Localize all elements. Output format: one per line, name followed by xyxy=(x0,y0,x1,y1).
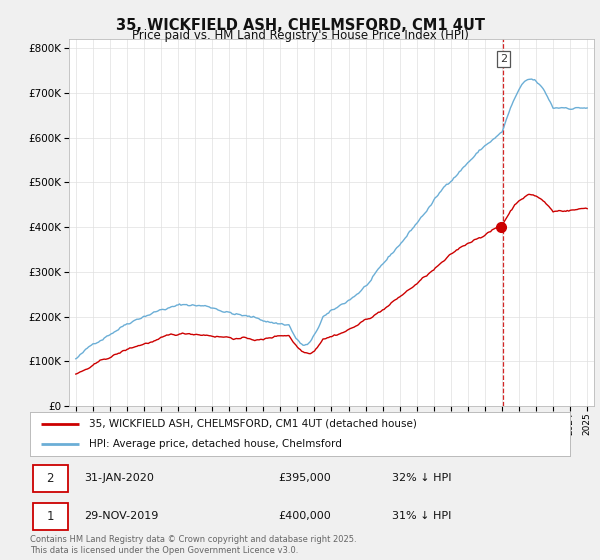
FancyBboxPatch shape xyxy=(33,465,68,492)
Text: 35, WICKFIELD ASH, CHELMSFORD, CM1 4UT (detached house): 35, WICKFIELD ASH, CHELMSFORD, CM1 4UT (… xyxy=(89,419,417,429)
Text: 29-NOV-2019: 29-NOV-2019 xyxy=(84,511,158,521)
Text: Price paid vs. HM Land Registry's House Price Index (HPI): Price paid vs. HM Land Registry's House … xyxy=(131,29,469,42)
FancyBboxPatch shape xyxy=(33,503,68,530)
Text: 31-JAN-2020: 31-JAN-2020 xyxy=(84,473,154,483)
Text: 2: 2 xyxy=(500,54,507,64)
Text: 31% ↓ HPI: 31% ↓ HPI xyxy=(392,511,451,521)
Text: 35, WICKFIELD ASH, CHELMSFORD, CM1 4UT: 35, WICKFIELD ASH, CHELMSFORD, CM1 4UT xyxy=(115,18,485,33)
Text: £400,000: £400,000 xyxy=(278,511,331,521)
Text: 2: 2 xyxy=(46,472,54,485)
Text: HPI: Average price, detached house, Chelmsford: HPI: Average price, detached house, Chel… xyxy=(89,439,342,449)
Text: £395,000: £395,000 xyxy=(278,473,331,483)
Text: 1: 1 xyxy=(46,510,54,523)
Text: 32% ↓ HPI: 32% ↓ HPI xyxy=(392,473,451,483)
Text: Contains HM Land Registry data © Crown copyright and database right 2025.
This d: Contains HM Land Registry data © Crown c… xyxy=(30,535,356,555)
